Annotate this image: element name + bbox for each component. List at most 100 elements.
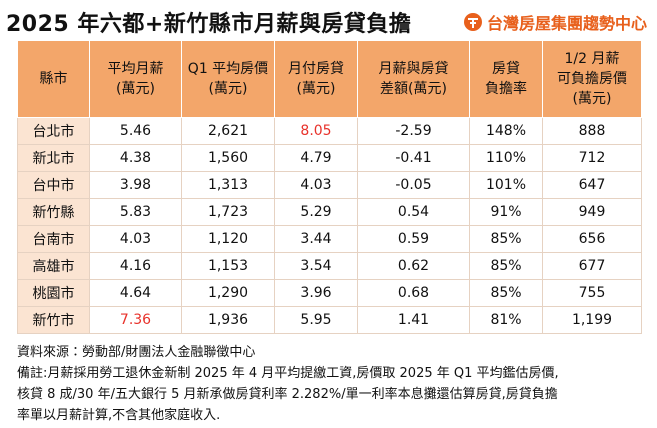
value-cell: 755 xyxy=(542,279,642,307)
header-line: 房貸 xyxy=(492,61,520,77)
value-cell: 4.16 xyxy=(89,252,182,280)
header-line: 可負擔房價 xyxy=(557,71,627,87)
header-line: (萬元) xyxy=(116,81,155,97)
value-cell: 1,936 xyxy=(181,306,275,334)
city-cell: 桃園市 xyxy=(17,279,90,307)
value-cell: 148% xyxy=(469,117,543,145)
value-cell: 949 xyxy=(542,198,642,226)
value-cell: 1,560 xyxy=(181,144,275,172)
header-line: 1/2 月薪 xyxy=(564,51,620,67)
city-cell: 新北市 xyxy=(17,144,90,172)
table-row: 新竹縣 5.83 1,723 5.29 0.54 91% 949 xyxy=(17,198,642,226)
value-cell: 4.64 xyxy=(89,279,182,307)
value-cell: 5.29 xyxy=(274,198,358,226)
value-cell: 4.79 xyxy=(274,144,358,172)
value-cell: 7.36 xyxy=(89,306,182,334)
table-row: 新竹市 7.36 1,936 5.95 1.41 81% 1,199 xyxy=(17,306,642,334)
footer: 資料來源：勞動部/財團法人金融聯徵中心 備註:月薪採用勞工退休金新制 2025 … xyxy=(17,342,559,426)
value-cell: 5.95 xyxy=(274,306,358,334)
value-cell: 1,290 xyxy=(181,279,275,307)
column-header: 1/2 月薪 可負擔房價 (萬元) xyxy=(542,40,642,118)
value-cell: 677 xyxy=(542,252,642,280)
value-cell: 1,723 xyxy=(181,198,275,226)
header-line: 差額(萬元) xyxy=(380,81,447,97)
logo-icon xyxy=(463,13,482,31)
logo: 台灣房屋集團趨勢中心 xyxy=(463,10,647,34)
title: 2025 年六都+新竹縣市月薪與房貸負擔 xyxy=(6,12,412,37)
city-cell: 台北市 xyxy=(17,117,90,145)
value-cell: 85% xyxy=(469,279,543,307)
value-cell: 3.44 xyxy=(274,225,358,253)
value-cell: 0.54 xyxy=(357,198,470,226)
value-cell: 91% xyxy=(469,198,543,226)
value-cell: 0.62 xyxy=(357,252,470,280)
value-cell: 3.54 xyxy=(274,252,358,280)
table-row: 台中市 3.98 1,313 4.03 -0.05 101% 647 xyxy=(17,171,642,199)
value-cell: 110% xyxy=(469,144,543,172)
value-cell: 0.59 xyxy=(357,225,470,253)
value-cell: 1,153 xyxy=(181,252,275,280)
table: 縣市 平均月薪 (萬元) Q1 平均房價 (萬元) 月付房貸 (萬元) 月薪與房貸差額(萬元)… xyxy=(17,40,642,334)
value-cell: 5.83 xyxy=(89,198,182,226)
value-cell: 1,199 xyxy=(542,306,642,334)
value-cell: 85% xyxy=(469,252,543,280)
value-cell: 2,621 xyxy=(181,117,275,145)
city-cell: 台中市 xyxy=(17,171,90,199)
header-line: Q1 平均房價 xyxy=(187,61,269,77)
value-cell: 4.03 xyxy=(89,225,182,253)
column-header: 房貸 負擔率 xyxy=(469,40,543,118)
value-cell: 4.38 xyxy=(89,144,182,172)
column-header: 月薪與房貸差額(萬元) xyxy=(357,40,470,118)
header-line: (萬元) xyxy=(296,81,336,97)
value-cell: 1,313 xyxy=(181,171,275,199)
header-line: (萬元) xyxy=(572,91,612,107)
value-cell: 888 xyxy=(542,117,642,145)
column-header: 平均月薪 (萬元) xyxy=(89,40,182,118)
value-cell: 712 xyxy=(542,144,642,172)
table-row: 台北市 5.46 2,621 8.05 -2.59 148% 888 xyxy=(17,117,642,145)
value-cell: 1,120 xyxy=(181,225,275,253)
city-cell: 新竹市 xyxy=(17,306,90,334)
table-row: 新北市 4.38 1,560 4.79 -0.41 110% 712 xyxy=(17,144,642,172)
table-row: 台南市 4.03 1,120 3.44 0.59 85% 656 xyxy=(17,225,642,253)
value-cell: 3.96 xyxy=(274,279,358,307)
note-line: 核貸 8 成/30 年/五大銀行 5 月新承做房貸利率 2.282%/單一利率本… xyxy=(17,387,558,402)
column-header: 縣市 xyxy=(17,40,90,118)
value-cell: 8.05 xyxy=(274,117,358,145)
header-line: 月付房貸 xyxy=(288,61,344,77)
header-line: (萬元) xyxy=(208,81,248,97)
table-row: 高雄市 4.16 1,153 3.54 0.62 85% 677 xyxy=(17,252,642,280)
value-cell: -0.41 xyxy=(357,144,470,172)
header-line: 月薪與房貸 xyxy=(378,61,449,77)
value-cell: 5.46 xyxy=(89,117,182,145)
city-cell: 新竹縣 xyxy=(17,198,90,226)
header-line: 平均月薪 xyxy=(107,61,164,77)
header-row: 縣市 平均月薪 (萬元) Q1 平均房價 (萬元) 月付房貸 (萬元) 月薪與房貸差額(萬元)… xyxy=(17,40,642,118)
note-line: 率單以月薪計算,不含其他家庭收入. xyxy=(17,408,221,423)
note: 備註:月薪採用勞工退休金新制 2025 年 4 月平均提繳工資,房價取 2025… xyxy=(17,363,559,426)
note-line: 備註:月薪採用勞工退休金新制 2025 年 4 月平均提繳工資,房價取 2025… xyxy=(17,366,559,381)
value-cell: -2.59 xyxy=(357,117,470,145)
logo-text: 台灣房屋集團趨勢中心 xyxy=(486,14,647,33)
value-cell: 101% xyxy=(469,171,543,199)
source: 資料來源：勞動部/財團法人金融聯徵中心 xyxy=(17,345,256,360)
table-row: 桃園市 4.64 1,290 3.96 0.68 85% 755 xyxy=(17,279,642,307)
value-cell: 81% xyxy=(469,306,543,334)
value-cell: 647 xyxy=(542,171,642,199)
value-cell: 3.98 xyxy=(89,171,182,199)
header-line: 負擔率 xyxy=(485,81,527,97)
city-cell: 台南市 xyxy=(17,225,90,253)
value-cell: 4.03 xyxy=(274,171,358,199)
value-cell: 0.68 xyxy=(357,279,470,307)
value-cell: -0.05 xyxy=(357,171,470,199)
value-cell: 1.41 xyxy=(357,306,470,334)
table-body: 台北市 5.46 2,621 8.05 -2.59 148% 888 新北市 4.38 1,560… xyxy=(17,117,642,334)
value-cell: 85% xyxy=(469,225,543,253)
column-header: Q1 平均房價 (萬元) xyxy=(181,40,275,118)
header-line: 縣市 xyxy=(39,71,68,87)
column-header: 月付房貸 (萬元) xyxy=(274,40,358,118)
city-cell: 高雄市 xyxy=(17,252,90,280)
value-cell: 656 xyxy=(542,225,642,253)
